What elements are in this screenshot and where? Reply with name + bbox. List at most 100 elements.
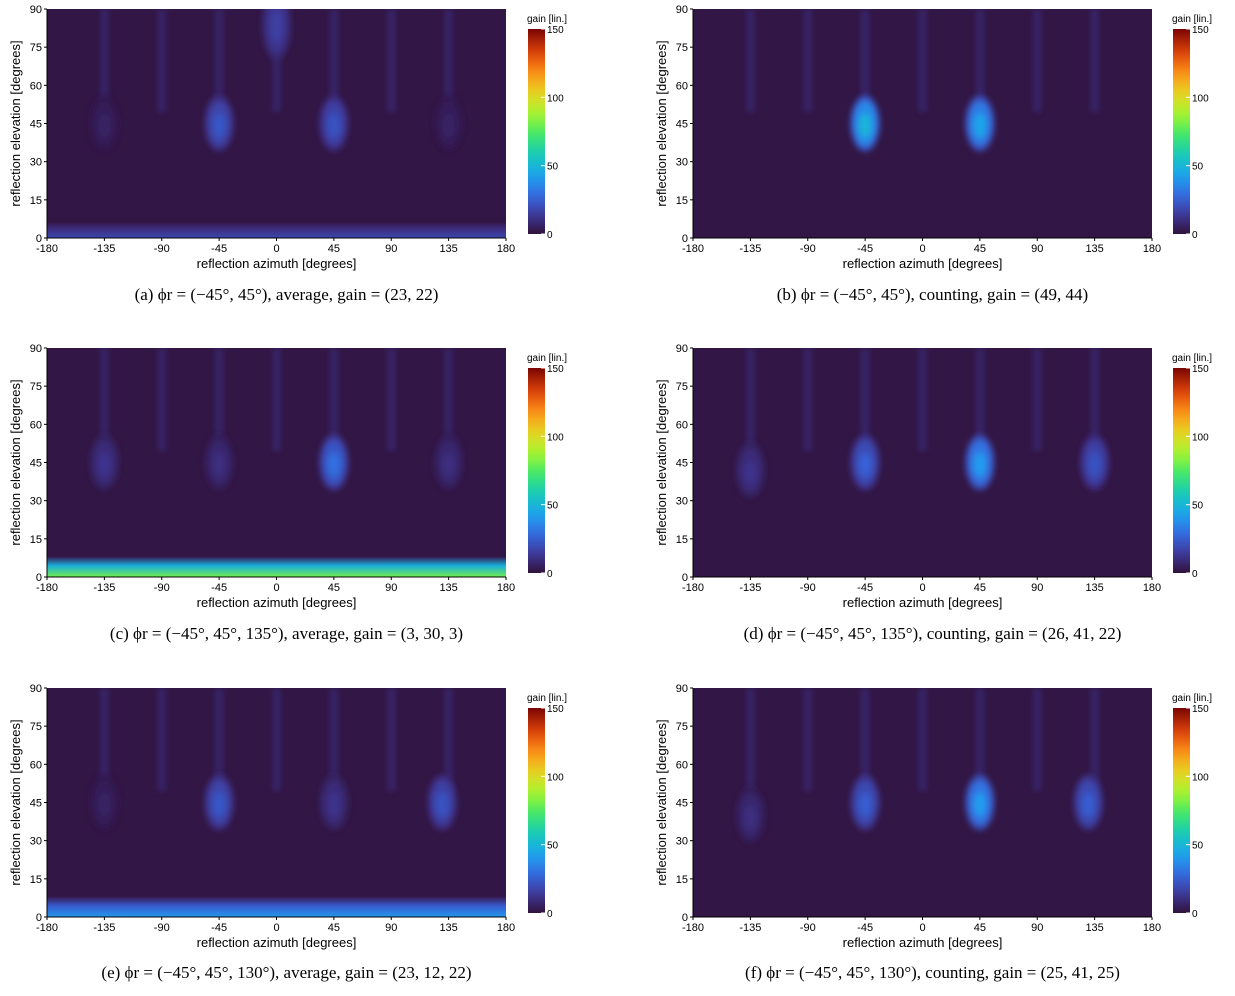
peak-lobe: [89, 774, 120, 831]
x-tick-label: -180: [36, 582, 58, 594]
chart-panel-5: -180 -135 -90 -45 0 45 90 135 180 0 15 30 45 60 75 90 re…: [8, 683, 567, 982]
sidelobe-stripe: [329, 688, 338, 792]
y-tick-label: 60: [676, 759, 688, 771]
colorbar-tick-label: 50: [1192, 162, 1204, 173]
colorbar-tick-label: 0: [1192, 230, 1198, 241]
x-tick-label: -180: [36, 922, 58, 934]
x-tick-label: 45: [328, 582, 340, 594]
y-tick-label: 90: [676, 4, 688, 16]
colorbar-label: gain [lin.]: [1172, 353, 1212, 364]
colorbar-label: gain [lin.]: [1172, 14, 1212, 25]
sidelobe-stripe: [746, 348, 755, 452]
sidelobe-stripe: [215, 688, 224, 792]
x-tick-label: -45: [857, 243, 873, 255]
colorbar: [528, 708, 545, 913]
x-tick-label: -135: [739, 243, 761, 255]
peak-lobe: [850, 774, 881, 831]
colorbar: [1173, 29, 1190, 234]
colorbar: [528, 368, 545, 573]
y-tick-label: 15: [676, 874, 688, 886]
sidelobe-stripe: [100, 688, 109, 792]
colorbar-tick-label: 100: [547, 772, 564, 783]
colorbar-tick-label: 150: [547, 25, 564, 36]
sidelobe-stripe: [215, 9, 224, 113]
peak-lobe: [735, 442, 766, 499]
y-tick-label: 15: [676, 534, 688, 546]
x-axis-label: reflection azimuth [degrees]: [843, 256, 1003, 271]
panel-caption: (d) ϕr = (−45°, 45°, 135°), counting, ga…: [744, 624, 1122, 643]
y-tick-label: 90: [30, 4, 42, 16]
peak-lobe: [964, 95, 995, 152]
sidelobe-stripe: [1033, 348, 1042, 452]
y-tick-label: 60: [676, 419, 688, 431]
peak-lobe: [89, 434, 120, 491]
y-tick-label: 0: [36, 572, 42, 584]
sidelobe-stripe: [1090, 688, 1099, 792]
sidelobe-stripe: [1033, 688, 1042, 792]
colorbar-tick-label: 50: [547, 162, 559, 173]
y-axis-label: reflection elevation [degrees]: [8, 379, 23, 545]
sidelobe-stripe: [861, 9, 870, 113]
x-tick-label: -90: [154, 243, 170, 255]
colorbar-tick-label: 150: [1192, 25, 1209, 36]
y-tick-label: 60: [30, 759, 42, 771]
panel-caption: (a) ϕr = (−45°, 45°), average, gain = (2…: [135, 285, 439, 304]
x-tick-label: 90: [1031, 582, 1043, 594]
colorbar-tick-label: 150: [1192, 704, 1209, 715]
y-tick-label: 75: [30, 42, 42, 54]
x-tick-label: -45: [211, 582, 227, 594]
x-tick-label: -180: [36, 243, 58, 255]
x-tick-label: -135: [93, 582, 115, 594]
sidelobe-stripe: [444, 688, 453, 792]
y-tick-label: 30: [30, 157, 42, 169]
x-tick-label: 45: [974, 582, 986, 594]
y-tick-label: 60: [676, 80, 688, 92]
colorbar-tick-label: 0: [547, 569, 553, 580]
colorbar-tick-label: 50: [1192, 841, 1204, 852]
y-tick-label: 75: [30, 721, 42, 733]
x-tick-label: -45: [211, 243, 227, 255]
panel-caption: (f) ϕr = (−45°, 45°, 130°), counting, ga…: [745, 963, 1120, 982]
x-tick-label: 135: [439, 582, 457, 594]
peak-lobe: [964, 774, 995, 831]
colorbar-tick-label: 50: [1192, 501, 1204, 512]
x-tick-label: 180: [1143, 582, 1161, 594]
y-tick-label: 75: [676, 381, 688, 393]
colorbar-tick-label: 0: [1192, 909, 1198, 920]
x-tick-label: -180: [682, 922, 704, 934]
x-axis-label: reflection azimuth [degrees]: [843, 595, 1003, 610]
sidelobe-stripe: [861, 688, 870, 792]
y-tick-label: 15: [30, 534, 42, 546]
x-tick-label: 0: [273, 243, 279, 255]
y-tick-label: 30: [30, 836, 42, 848]
x-axis-label: reflection azimuth [degrees]: [197, 935, 357, 950]
sidelobe-stripe: [100, 348, 109, 452]
sidelobe-stripe: [746, 688, 755, 792]
x-tick-label: -45: [211, 922, 227, 934]
x-tick-label: 180: [1143, 922, 1161, 934]
sidelobe-stripe: [387, 9, 396, 113]
x-axis-label: reflection azimuth [degrees]: [197, 595, 357, 610]
y-axis-label: reflection elevation [degrees]: [8, 719, 23, 885]
colorbar-tick-label: 0: [547, 230, 553, 241]
colorbar-label: gain [lin.]: [527, 353, 567, 364]
chart-panel-3: -180 -135 -90 -45 0 45 90 135 180 0 15 30 45 60 75 90 re…: [8, 343, 567, 643]
chart-panel-4: -180 -135 -90 -45 0 45 90 135 180 0 15 30 45 60 75 90 re…: [654, 343, 1212, 643]
peak-lobe: [433, 434, 464, 491]
sidelobe-stripe: [329, 9, 338, 113]
sidelobe-stripe: [975, 348, 984, 452]
colorbar: [1173, 368, 1190, 573]
peak-lobe: [318, 774, 349, 831]
sidelobe-stripe: [329, 348, 338, 452]
colorbar-tick-label: 150: [547, 364, 564, 375]
x-tick-label: -180: [682, 243, 704, 255]
y-tick-label: 15: [30, 195, 42, 207]
y-tick-label: 45: [30, 119, 42, 131]
x-tick-label: 0: [919, 582, 925, 594]
y-tick-label: 0: [682, 912, 688, 924]
sidelobe-stripe: [100, 9, 109, 113]
x-tick-label: -135: [739, 582, 761, 594]
sidelobe-stripe: [803, 688, 812, 792]
x-tick-label: 180: [1143, 243, 1161, 255]
